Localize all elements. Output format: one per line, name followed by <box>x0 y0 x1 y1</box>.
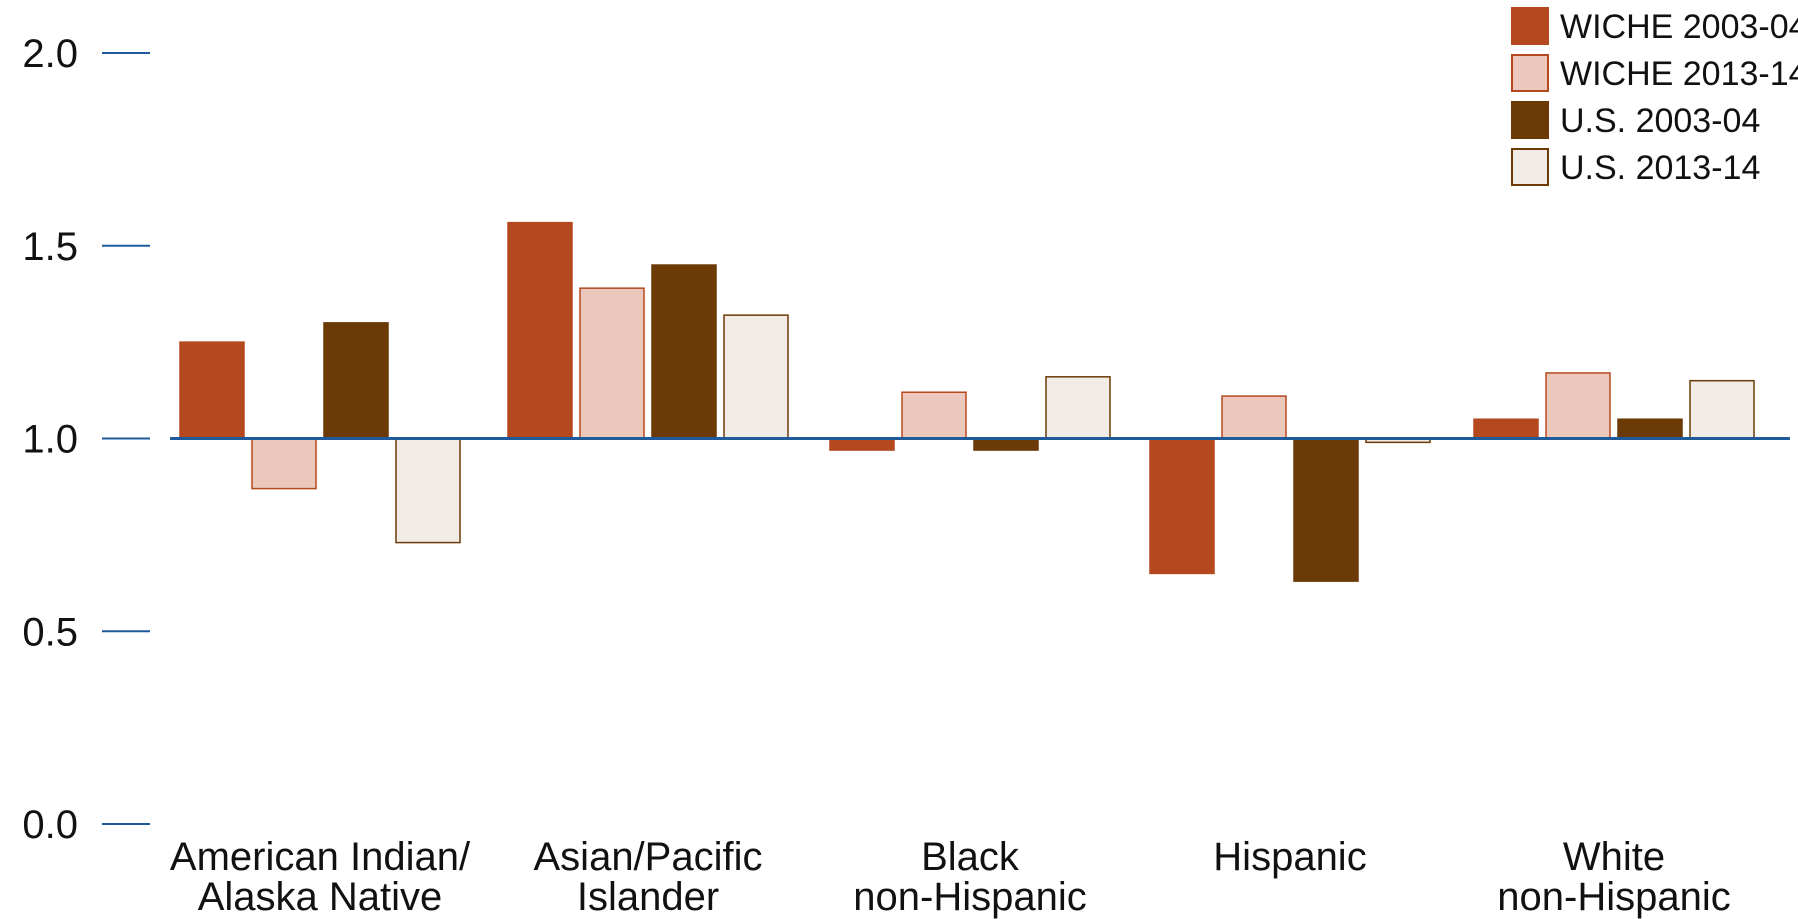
category-label: Asian/Pacific <box>534 835 763 879</box>
bar-u-s-2003-04-1 <box>651 264 717 440</box>
bar-u-s-2013-14-1 <box>723 314 789 440</box>
bar-u-s-2003-04-3 <box>1293 437 1359 582</box>
bar-wiche-2003-04-0 <box>179 341 245 440</box>
legend-label: U.S. 2013-14 <box>1560 149 1760 187</box>
bar-wiche-2003-04-2 <box>829 437 895 451</box>
legend-swatch <box>1511 101 1549 139</box>
category-label: Black <box>921 835 1020 879</box>
bar-wiche-2013-14-3 <box>1221 395 1287 440</box>
y-tick-label: 1.0 <box>22 418 78 462</box>
bar-wiche-2003-04-4 <box>1473 418 1539 440</box>
legend-label: WICHE 2003-04 <box>1560 8 1798 46</box>
bar-u-s-2003-04-4 <box>1617 418 1683 440</box>
legend-swatch <box>1511 54 1549 92</box>
bar-wiche-2013-14-0 <box>251 437 317 490</box>
y-tick-label: 2.0 <box>22 32 78 76</box>
category-label: Islander <box>577 875 719 919</box>
legend: WICHE 2003-04 WICHE 2013-14 U.S. 2003-04 U.… <box>1511 7 1798 187</box>
category-label: American Indian/ <box>170 835 471 879</box>
bar-u-s-2003-04-0 <box>323 322 389 440</box>
bar-u-s-2003-04-2 <box>973 437 1039 451</box>
y-axis: 0.0 0.5 1.0 1.5 2.0 <box>22 32 150 847</box>
legend-label: WICHE 2013-14 <box>1560 55 1798 93</box>
legend-label: U.S. 2003-04 <box>1560 102 1760 140</box>
bar-u-s-2013-14-2 <box>1045 376 1111 440</box>
bars <box>179 221 1755 582</box>
bar-wiche-2013-14-4 <box>1545 372 1611 440</box>
bar-u-s-2013-14-0 <box>395 437 461 544</box>
y-tick-label: 0.5 <box>22 610 78 654</box>
category-label: Hispanic <box>1213 835 1366 879</box>
bar-wiche-2003-04-3 <box>1149 437 1215 575</box>
bar-wiche-2013-14-1 <box>579 287 645 440</box>
bar-u-s-2013-14-4 <box>1689 379 1755 440</box>
y-tick-label: 1.5 <box>22 225 78 269</box>
bar-wiche-2013-14-2 <box>901 391 967 440</box>
x-axis: American Indian/Alaska Native Asian/Pacif… <box>170 835 1731 919</box>
category-label: non-Hispanic <box>853 875 1086 919</box>
category-label: Alaska Native <box>198 875 443 919</box>
legend-swatch <box>1511 148 1549 186</box>
legend-swatch <box>1511 7 1549 45</box>
bar-wiche-2003-04-1 <box>507 221 573 440</box>
y-tick-label: 0.0 <box>22 803 78 847</box>
category-label: non-Hispanic <box>1497 875 1730 919</box>
category-label: White <box>1563 835 1665 879</box>
